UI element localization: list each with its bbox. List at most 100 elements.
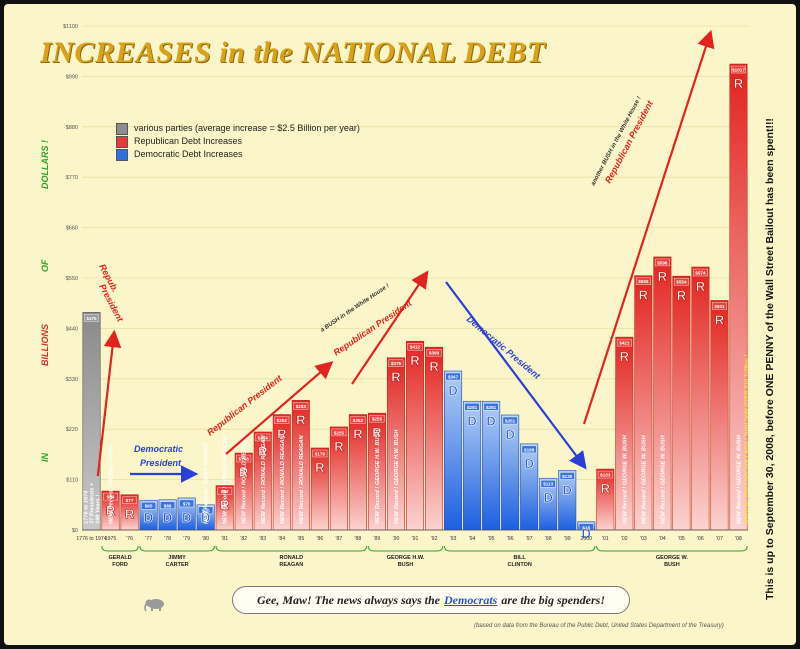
x-tick-label: '91 bbox=[412, 536, 419, 542]
bar-value-label: $376 bbox=[391, 361, 402, 366]
bar-value-label: $501 bbox=[714, 304, 725, 309]
bar-value-label: $574 bbox=[695, 271, 706, 276]
president-bracket bbox=[101, 545, 139, 552]
annotation-text: President bbox=[140, 458, 182, 468]
bar-value-label: $283 bbox=[296, 404, 307, 409]
x-tick-label: '82 bbox=[240, 536, 247, 542]
president-bracket bbox=[596, 545, 748, 552]
x-tick-label: '92 bbox=[431, 536, 438, 542]
chart-title: INCREASES in the NATIONAL DEBT bbox=[40, 36, 546, 69]
party-letter: R bbox=[601, 481, 611, 496]
party-letter: R bbox=[125, 507, 135, 522]
bar-annotation: NEW Record ! GERALD FORD bbox=[109, 444, 115, 524]
y-tick-label: $880 bbox=[66, 125, 78, 131]
bar bbox=[691, 266, 710, 531]
annotation-text: Democratic bbox=[134, 444, 183, 454]
ylabel-in: IN bbox=[40, 453, 50, 462]
party-letter: R bbox=[429, 359, 439, 374]
chart-frame: $0 $110 $220 $330 $440 $550 $660 $770 $880 $990 $1… bbox=[4, 4, 796, 645]
bar-value-label: $65 bbox=[145, 504, 153, 509]
x-tick-label: '78 bbox=[164, 536, 171, 542]
bar-value-label: $225 bbox=[334, 430, 345, 435]
party-letter: D bbox=[467, 413, 476, 428]
bar-annotation: NEW Record ! JIMMY CARTER bbox=[204, 443, 210, 524]
x-tick-label: '76 bbox=[126, 536, 133, 542]
party-letter: D bbox=[486, 413, 495, 428]
bar-annotation: 198 Years ! bbox=[96, 495, 102, 524]
president-label: GEORGE W. bbox=[656, 555, 689, 561]
president-label: REAGAN bbox=[279, 562, 303, 568]
bar-value-label: $281 bbox=[486, 405, 497, 410]
bar-value-label: $412 bbox=[410, 345, 421, 350]
annotation-text: Republican President bbox=[332, 297, 415, 357]
trend-arrow-republican bbox=[351, 270, 429, 385]
party-letter: R bbox=[315, 460, 325, 475]
x-tick-label: '97 bbox=[526, 536, 533, 542]
party-letter: R bbox=[677, 288, 687, 303]
y-tick-label: $110 bbox=[66, 478, 78, 484]
party-letter: D bbox=[544, 490, 553, 505]
bar-value-label: $251 bbox=[505, 418, 516, 423]
party-letter: R bbox=[334, 439, 344, 454]
x-tick-label: '90 bbox=[393, 536, 400, 542]
x-tick-label: '87 bbox=[336, 536, 343, 542]
bar-value-label: $97 bbox=[221, 489, 229, 494]
side-note: This is up to September 30, 2008, before… bbox=[764, 118, 776, 600]
bar-value-box bbox=[521, 445, 537, 454]
bar-value-label: $188 bbox=[524, 447, 535, 452]
trend-arrow-republican bbox=[96, 329, 122, 477]
bar-value-label: $399 bbox=[429, 351, 440, 356]
x-tick-label: '95 bbox=[488, 536, 495, 542]
bar-value-box bbox=[312, 449, 328, 458]
y-tick-label: $770 bbox=[66, 175, 78, 181]
bar-value-box bbox=[578, 523, 594, 531]
bar-value-box bbox=[654, 258, 670, 267]
party-letter: D bbox=[163, 510, 172, 525]
x-tick-label: '89 bbox=[374, 536, 381, 542]
elephant-icon bbox=[144, 599, 164, 612]
bar-value-label: $66 bbox=[164, 503, 172, 508]
party-letter: R bbox=[277, 427, 287, 442]
legend-label: Republican Debt Increases bbox=[134, 136, 243, 146]
trend-arrow-republican bbox=[225, 361, 334, 455]
x-tick-label: '85 bbox=[297, 536, 304, 542]
bar-value-box bbox=[731, 65, 746, 74]
bar-value-label: $18 bbox=[582, 525, 590, 530]
y-tick-label: $330 bbox=[66, 377, 78, 383]
bar-value-label: $113 bbox=[543, 482, 553, 487]
bar-annotation: NEW Record ! RONALD REAGAN bbox=[299, 434, 305, 524]
y-tick-label: $1100 bbox=[63, 24, 78, 30]
trend-arrow-republican bbox=[582, 29, 715, 425]
y-tick-label: $220 bbox=[66, 427, 78, 433]
bar-annotation: NEW Record ! RONALD REAGAN bbox=[280, 434, 286, 524]
x-tick-label: '02 bbox=[621, 536, 628, 542]
party-letter: R bbox=[620, 349, 630, 364]
bar-value-box bbox=[274, 416, 290, 424]
x-tick-label: '96 bbox=[507, 536, 514, 542]
bar bbox=[405, 340, 425, 531]
bar-value-box bbox=[712, 302, 727, 310]
president-label: GERALD bbox=[108, 555, 131, 561]
bar-value-label: $133 bbox=[600, 473, 611, 478]
party-letter: D bbox=[524, 456, 533, 471]
bar-annotation: NEW Record ! RONALD REAGAN bbox=[223, 434, 229, 524]
party-letter: R bbox=[353, 427, 363, 442]
legend-item-democratic: Democratic Debt Increases bbox=[116, 148, 360, 161]
bar-value-box bbox=[616, 338, 632, 347]
bar-annotation: NEW Record ! GEORGE W. BUSH bbox=[660, 434, 666, 524]
party-letter: D bbox=[144, 510, 153, 525]
bubble-text-pre: Gee, Maw! The news always says the bbox=[257, 592, 440, 607]
bar-value-label: $554 bbox=[676, 280, 687, 285]
bar-annotation: NEW Record ! GEORGE W. BUSH bbox=[622, 434, 628, 524]
x-tick-label: '99 bbox=[564, 536, 571, 542]
bar-value-label: $281 bbox=[467, 405, 478, 410]
party-letter: R bbox=[410, 353, 420, 368]
bar-value-box bbox=[464, 403, 480, 411]
bar-annotation: NEW Record ! GEORGE H.W. BUSH bbox=[394, 429, 400, 524]
x-tick-label: '04 bbox=[659, 536, 666, 542]
bar-value-box bbox=[693, 268, 708, 277]
bar-annotation: NEW Record ! GEORGE W. BUSH bbox=[736, 434, 742, 524]
president-label: CARTER bbox=[166, 562, 189, 568]
bar-value-box bbox=[369, 414, 385, 423]
bar-value-label: $596 bbox=[657, 260, 668, 265]
